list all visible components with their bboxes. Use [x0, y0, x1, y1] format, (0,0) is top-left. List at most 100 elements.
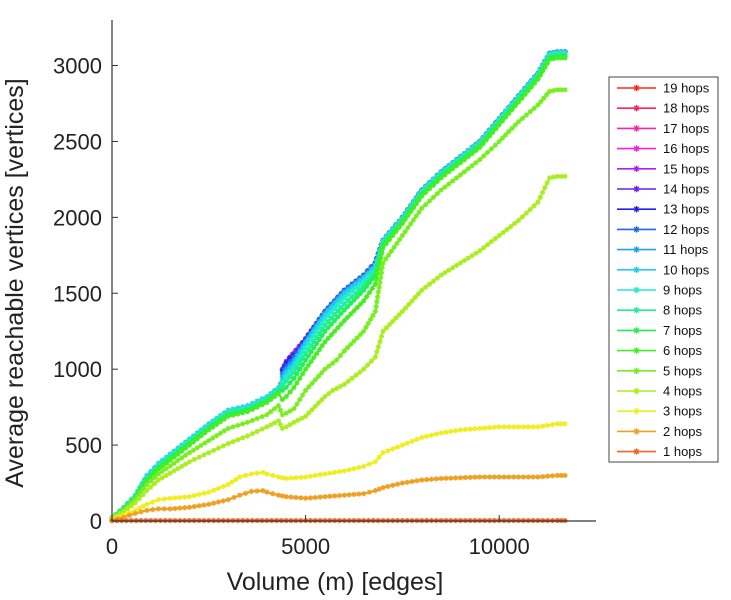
series-marker: [317, 494, 323, 500]
series-marker: [155, 506, 162, 512]
legend-item: 7 hops: [617, 323, 703, 338]
series-marker: [390, 318, 396, 324]
series-marker: [357, 369, 363, 375]
series-marker: [328, 332, 335, 338]
legend-item: 18 hops: [617, 101, 710, 116]
series-marker: [287, 358, 293, 365]
series-marker: [287, 380, 293, 386]
series-marker: [356, 464, 362, 471]
ticks: 0 5000 10000 0 500 1000 1500 2000 2500 3000: [53, 54, 530, 559]
series-marker: [354, 294, 360, 300]
series-marker: [314, 324, 320, 330]
series-marker: [496, 474, 502, 480]
series-marker: [291, 357, 297, 363]
series-marker: [453, 428, 459, 434]
series-marker: [287, 389, 293, 395]
series-marker: [316, 320, 323, 326]
series-marker: [525, 87, 531, 94]
series-marker: [512, 103, 518, 109]
series-marker: [522, 91, 528, 97]
series-marker: [163, 460, 169, 466]
series-marker: [443, 429, 449, 435]
series-marker: [182, 445, 189, 451]
series-marker: [465, 166, 471, 172]
series-marker: [453, 475, 459, 481]
series-marker: [303, 351, 309, 357]
series-marker: [161, 496, 167, 502]
series-marker: [314, 328, 320, 335]
series-marker: [270, 472, 276, 479]
series-marker: [283, 369, 289, 375]
series-marker: [322, 328, 328, 334]
series-marker: [525, 474, 531, 480]
series-marker: [303, 495, 309, 501]
series-marker: [293, 494, 299, 501]
series-marker: [368, 316, 374, 322]
series-marker: [562, 87, 568, 93]
series-marker: [357, 331, 364, 338]
series-marker: [496, 232, 502, 239]
series-marker: [527, 109, 533, 115]
series-marker: [332, 311, 338, 318]
series-marker: [457, 427, 464, 433]
series-marker: [316, 330, 323, 336]
series-marker: [283, 494, 289, 500]
series-marker: [525, 424, 531, 430]
series-5-hops: [109, 87, 568, 521]
series-marker: [366, 289, 373, 296]
series-marker: [535, 76, 541, 82]
series-marker: [319, 370, 325, 376]
series-marker: [316, 336, 323, 343]
series-marker: [201, 452, 207, 458]
series-marker: [539, 68, 546, 74]
series-marker: [380, 450, 386, 456]
series-marker: [279, 377, 285, 383]
series-marker: [457, 475, 464, 481]
series-marker: [503, 132, 509, 138]
series-marker: [303, 340, 309, 346]
series-marker: [363, 283, 370, 290]
series-marker: [151, 470, 158, 477]
series-marker: [303, 474, 309, 480]
series-marker: [311, 339, 317, 345]
series-marker: [376, 454, 382, 460]
series-marker: [442, 184, 448, 190]
series-marker: [132, 510, 138, 517]
series-marker: [148, 484, 154, 490]
series-marker: [328, 304, 335, 311]
series-marker: [550, 174, 557, 180]
series-marker: [293, 361, 299, 367]
series-marker: [308, 332, 314, 338]
series-marker: [283, 366, 289, 372]
series-marker: [364, 271, 371, 277]
series-marker: [316, 324, 323, 330]
legend-label: 7 hops: [663, 323, 703, 338]
series-marker: [419, 434, 425, 441]
series-marker: [283, 378, 289, 384]
series-marker: [300, 362, 306, 368]
series-marker: [259, 414, 265, 420]
series-marker: [562, 173, 568, 179]
series-marker: [542, 185, 548, 191]
series-marker: [535, 102, 541, 108]
series-marker: [540, 423, 546, 429]
y-tick-label: 3000: [53, 54, 102, 79]
series-marker: [155, 477, 162, 483]
series-marker: [520, 424, 526, 430]
series-marker: [191, 503, 197, 510]
legend-marker: [633, 105, 640, 112]
series-marker: [254, 488, 260, 494]
series-marker: [539, 189, 546, 196]
series-marker: [454, 262, 460, 268]
series-marker: [150, 499, 156, 505]
series-marker: [554, 472, 560, 479]
series-marker: [287, 365, 293, 371]
series-marker: [546, 88, 553, 94]
series-marker: [368, 270, 375, 276]
series-marker: [159, 468, 165, 474]
x-tick-label: 10000: [469, 534, 530, 559]
series-marker: [303, 357, 309, 363]
legend-marker: [633, 327, 640, 334]
series-marker: [314, 340, 320, 347]
